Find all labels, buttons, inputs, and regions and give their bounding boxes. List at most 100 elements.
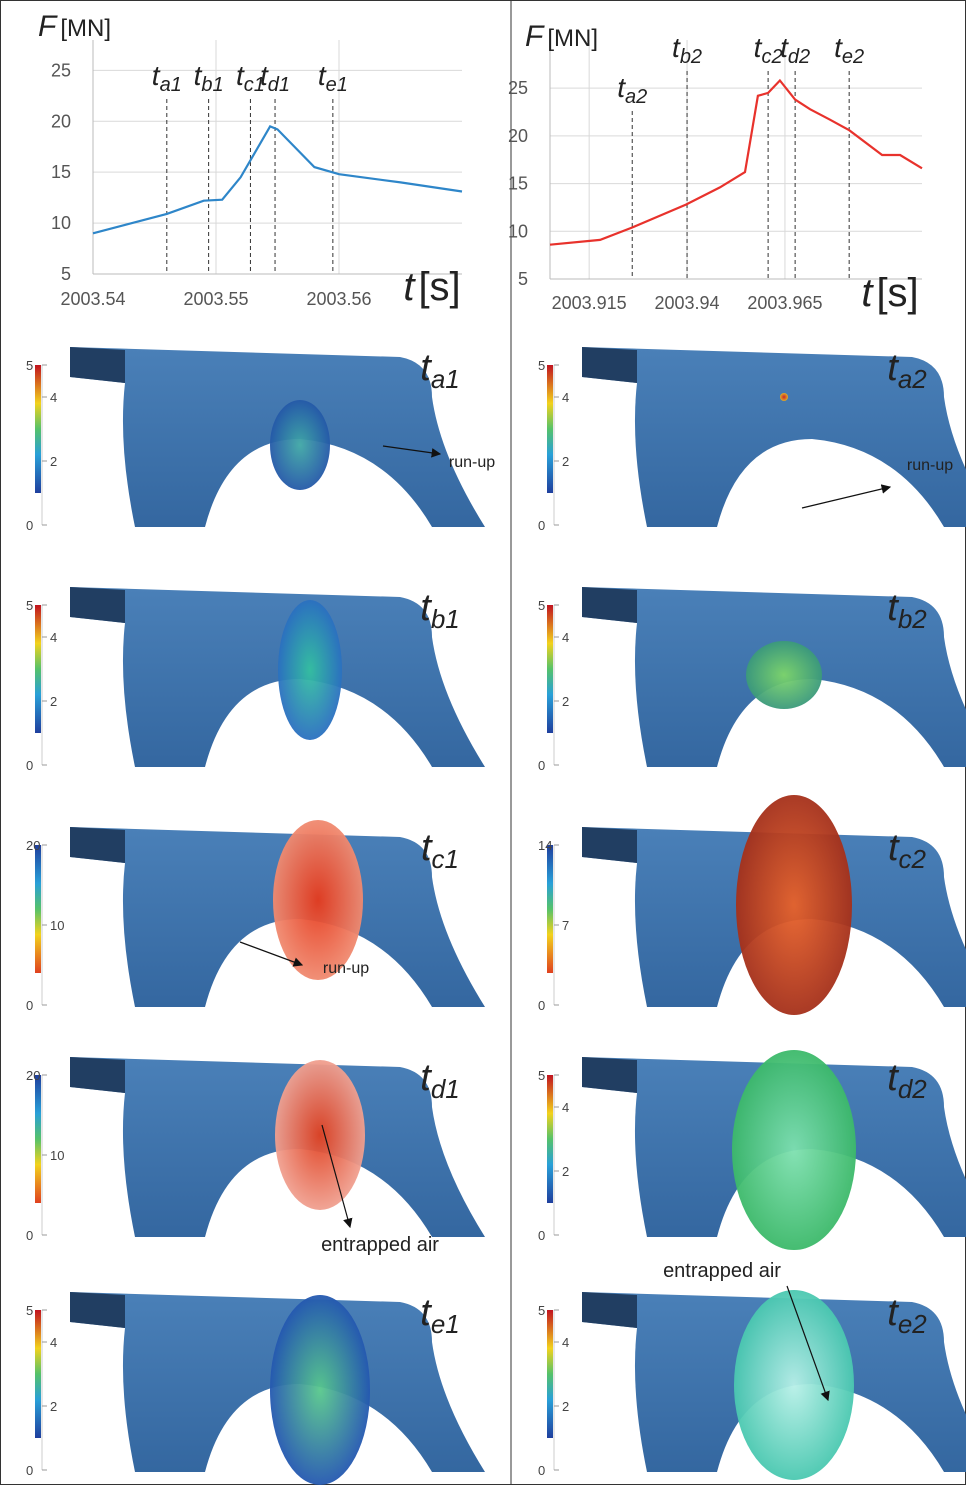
colorbar-tick-label: 0 [26, 758, 33, 773]
panel: 0 2 4 5 tb1 [26, 587, 485, 773]
annotation: run-up [449, 454, 495, 471]
hull-edge [70, 1292, 125, 1328]
hull-edge [70, 587, 125, 623]
panel-time-label-subscript: d1 [431, 1074, 460, 1104]
hull-edge [582, 1057, 637, 1093]
y-axis-unit: [MN] [60, 15, 111, 42]
colorbar-tick-label: 10 [50, 1148, 64, 1163]
pressure-region [734, 1290, 854, 1480]
marker-label-subscript: d1 [268, 74, 290, 96]
y-tick-label: 10 [51, 213, 71, 233]
colorbar-tick-label: 5 [538, 1068, 545, 1083]
panel-time-label-subscript: e1 [431, 1309, 460, 1339]
panel-time-label-symbol: t [888, 827, 900, 869]
annotation: entrapped air [321, 1234, 439, 1256]
marker-label-subscript: c2 [761, 46, 782, 68]
colorbar [35, 605, 41, 733]
annotation-arrow [801, 484, 892, 509]
y-axis-symbol: F [38, 10, 58, 43]
hull-edge [582, 1292, 637, 1328]
panel-time-label-subscript: a2 [898, 364, 927, 394]
colorbar [35, 365, 41, 493]
y-axis-label: F [MN] [525, 20, 598, 53]
panel-time-label: ta2 [887, 347, 927, 394]
colorbar [547, 365, 553, 493]
x-axis-label: t [s] [861, 271, 918, 315]
panel-time-label-subscript: c2 [899, 844, 927, 874]
x-tick-label: 2003.915 [552, 293, 627, 313]
colorbar-tick-label: 0 [538, 1228, 545, 1243]
colorbar-tick-label: 0 [26, 518, 33, 533]
panel: 0 2 4 5 ta2 run-up [538, 347, 966, 533]
annotation-arrow [382, 445, 442, 458]
marker-label-subscript: e2 [842, 46, 864, 68]
pressure-region [270, 1295, 370, 1485]
annotation: entrapped air [663, 1260, 781, 1282]
y-tick-label: 15 [51, 162, 71, 182]
marker-label: td1 [260, 60, 290, 96]
marker-label: ta1 [152, 60, 182, 96]
marker-label-symbol: t [672, 32, 681, 63]
colorbar [547, 845, 553, 973]
pressure-region [732, 1050, 856, 1250]
panel-time-label-subscript: b2 [898, 604, 927, 634]
pressure-region [273, 820, 363, 980]
annotation: run-up [323, 960, 369, 977]
panel-time-label-symbol: t [420, 1057, 432, 1099]
pressure-region [746, 641, 822, 709]
y-tick-label: 5 [518, 269, 528, 289]
panel: 0 2 4 5 te1 [26, 1292, 485, 1485]
marker-label-symbol: t [318, 60, 327, 91]
marker-label-subscript: a2 [625, 86, 647, 108]
colorbar-tick-label: 4 [50, 1335, 57, 1350]
colorbar-tick-label: 2 [562, 694, 569, 709]
x-axis-symbol: t [861, 271, 874, 315]
hull-surface [70, 587, 485, 767]
marker-label-subscript: b1 [201, 74, 223, 96]
marker-label-subscript: a1 [160, 74, 182, 96]
colorbar-tick-label: 0 [538, 1463, 545, 1478]
panel: 0 2 4 5 td2 [538, 1050, 966, 1250]
annotation: run-up [907, 457, 953, 474]
y-axis-label: F [MN] [38, 10, 111, 43]
colorbar-tick-label: 4 [562, 630, 569, 645]
panel-time-label: ta1 [420, 347, 459, 394]
colorbar [35, 845, 41, 973]
annotation-arrow [786, 1285, 830, 1402]
colorbar-tick-label: 5 [538, 358, 545, 373]
panel-time-label-symbol: t [420, 347, 432, 389]
data-line [92, 125, 463, 235]
panel-time-label-symbol: t [887, 1057, 899, 1099]
y-tick-label: 25 [51, 60, 71, 80]
colorbar-tick-label: 7 [562, 918, 569, 933]
panel-time-label-subscript: c1 [432, 844, 459, 874]
colorbar-tick-label: 2 [562, 1399, 569, 1414]
colorbar-tick-label: 14 [538, 838, 552, 853]
y-axis-symbol: F [525, 20, 545, 53]
x-tick-label: 2003.55 [183, 289, 248, 309]
marker-label-symbol: t [152, 60, 161, 91]
colorbar-tick-label: 0 [26, 1463, 33, 1478]
panel-time-label-subscript: e2 [898, 1309, 927, 1339]
panel-time-label: td2 [887, 1057, 927, 1104]
x-tick-label: 2003.54 [60, 289, 125, 309]
panel-time-label: tb1 [420, 587, 459, 634]
colorbar-tick-label: 0 [26, 1228, 33, 1243]
colorbar-tick-label: 2 [562, 454, 569, 469]
marker-label-subscript: b2 [680, 46, 702, 68]
colorbar [547, 1075, 553, 1203]
marker-label: td2 [780, 32, 810, 68]
marker-label-subscript: d2 [788, 46, 810, 68]
panel-time-label-symbol: t [887, 1292, 899, 1334]
marker-label: ta2 [617, 72, 647, 108]
colorbar-tick-label: 4 [562, 1100, 569, 1115]
colorbar-tick-label: 20 [26, 838, 40, 853]
hull-edge [70, 347, 125, 383]
colorbar-tick-label: 2 [562, 1164, 569, 1179]
panel-time-label-symbol: t [421, 827, 433, 869]
hull-edge [582, 347, 637, 383]
pressure-region [270, 400, 330, 490]
panel-time-label: tb2 [887, 587, 927, 634]
marker-label: tc2 [754, 32, 783, 68]
